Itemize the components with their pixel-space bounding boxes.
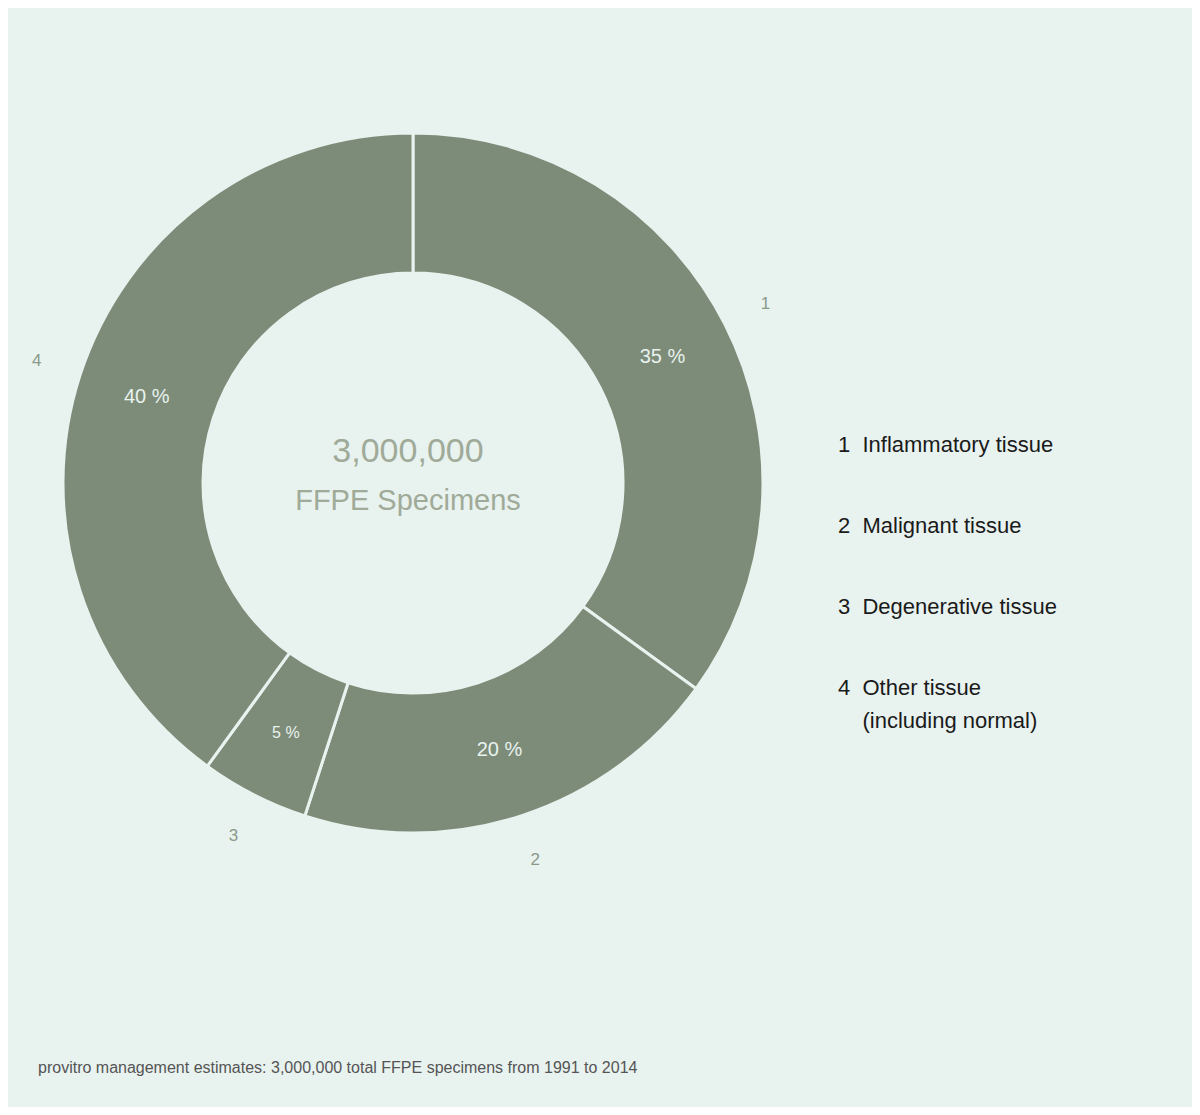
html-text:provitro management estimates:: provitro management estimates: 3,000,000… <box>38 1059 638 1076</box>
html-text:FFPE Specimens: FFPE Specimens <box>295 484 521 516</box>
html-text:1 Inflammatory tissue: 1 Inflammatory tissue <box>838 432 1054 457</box>
svg-text:4: 4 <box>32 351 41 370</box>
html-text:4 Other tissue (including norm: 4 Other tissue (including normal) <box>838 675 1038 733</box>
html-text:2 Malignant tissue: 2 Malignant tissue <box>838 513 1022 538</box>
svg-text:35 %: 35 % <box>640 345 686 367</box>
svg-text:5 %: 5 % <box>272 724 300 741</box>
svg-text:40 %: 40 % <box>124 385 170 407</box>
svg-text:20 %: 20 % <box>477 738 523 760</box>
svg-text:3: 3 <box>229 826 238 845</box>
html-text:3,000,000: 3,000,000 <box>332 431 484 469</box>
html-text:3 Degenerative tissue: 3 Degenerative tissue <box>838 594 1057 619</box>
svg-text:2: 2 <box>530 850 539 869</box>
svg-text:1: 1 <box>761 294 770 313</box>
